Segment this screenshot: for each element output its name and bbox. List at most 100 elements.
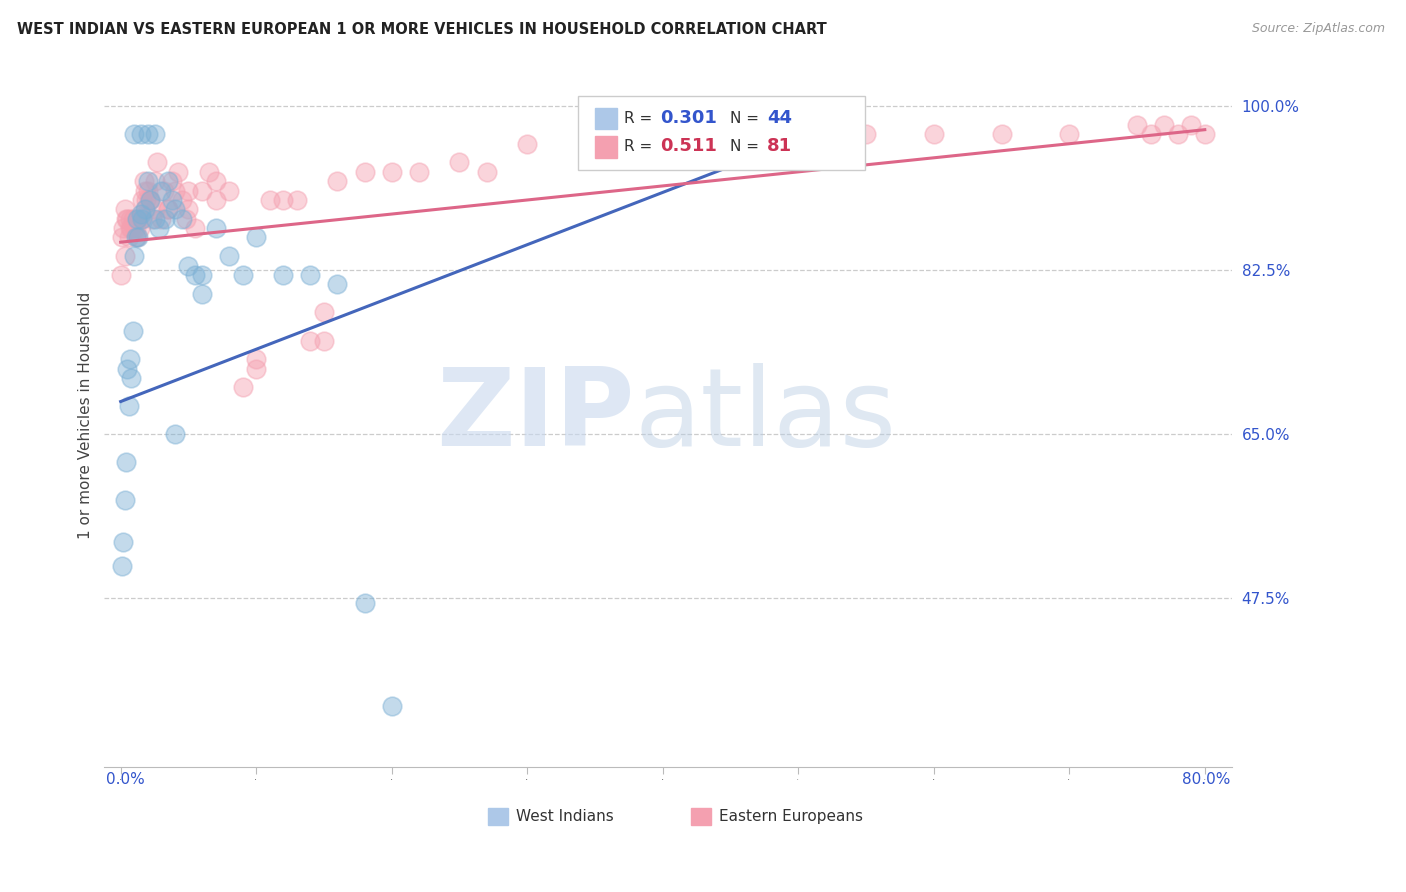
Point xyxy=(271,193,294,207)
Point xyxy=(122,221,145,235)
Point xyxy=(121,211,143,226)
Point xyxy=(1167,128,1189,142)
Point xyxy=(141,211,163,226)
Point xyxy=(174,211,197,226)
Bar xyxy=(595,136,617,158)
Bar xyxy=(595,108,617,129)
Point xyxy=(312,334,335,348)
Point xyxy=(299,334,322,348)
Point xyxy=(204,221,226,235)
Point xyxy=(136,174,159,188)
Point xyxy=(139,193,162,207)
Y-axis label: 1 or more Vehicles in Household: 1 or more Vehicles in Household xyxy=(79,292,93,540)
Point xyxy=(1139,128,1161,142)
Point xyxy=(110,268,132,282)
Bar xyxy=(488,808,508,825)
Point xyxy=(128,221,150,235)
Point xyxy=(922,128,945,142)
Point xyxy=(118,399,141,413)
Point xyxy=(381,165,404,179)
Point xyxy=(163,184,186,198)
Point xyxy=(177,184,200,198)
Point xyxy=(122,128,145,142)
Point xyxy=(134,202,156,217)
Point xyxy=(163,202,186,217)
Text: ZIP: ZIP xyxy=(436,363,634,468)
Text: 0.0%: 0.0% xyxy=(105,772,145,787)
Point xyxy=(111,558,134,573)
Point xyxy=(449,155,471,169)
Point xyxy=(204,193,226,207)
Point xyxy=(353,165,375,179)
Point xyxy=(112,535,135,549)
Text: R =: R = xyxy=(624,139,657,153)
Point xyxy=(135,193,157,207)
Point xyxy=(120,211,142,226)
Point xyxy=(191,268,214,282)
Point xyxy=(121,324,143,338)
Point xyxy=(115,455,138,469)
Text: 0.301: 0.301 xyxy=(661,109,717,128)
Point xyxy=(1126,118,1149,132)
Point xyxy=(299,268,322,282)
Point xyxy=(259,193,281,207)
Point xyxy=(111,230,134,244)
Point xyxy=(245,352,267,367)
Point xyxy=(127,211,149,226)
Point xyxy=(855,128,877,142)
Point xyxy=(990,128,1012,142)
Point xyxy=(516,136,538,151)
Point xyxy=(184,268,207,282)
Point xyxy=(583,128,606,142)
Point xyxy=(1059,128,1081,142)
Point xyxy=(115,211,138,226)
Text: 80.0%: 80.0% xyxy=(1182,772,1230,787)
Point xyxy=(157,202,180,217)
Point xyxy=(121,221,143,235)
Point xyxy=(408,165,430,179)
Point xyxy=(136,184,159,198)
Point xyxy=(114,493,136,508)
Text: 0.511: 0.511 xyxy=(661,137,717,155)
Point xyxy=(326,174,349,188)
Point xyxy=(475,165,498,179)
Point xyxy=(197,165,219,179)
Point xyxy=(679,128,702,142)
Point xyxy=(131,211,153,226)
Point xyxy=(150,184,173,198)
Point xyxy=(143,211,166,226)
Point xyxy=(204,174,226,188)
Point xyxy=(166,165,188,179)
Point xyxy=(132,174,155,188)
Point xyxy=(160,193,183,207)
Point xyxy=(153,184,176,198)
Point xyxy=(131,193,153,207)
Point xyxy=(184,221,207,235)
Point xyxy=(651,118,673,132)
FancyBboxPatch shape xyxy=(578,95,866,169)
Point xyxy=(143,174,166,188)
Text: 44: 44 xyxy=(768,109,793,128)
Point xyxy=(1153,118,1175,132)
Point xyxy=(117,211,139,226)
Point xyxy=(129,128,152,142)
Point xyxy=(124,230,146,244)
Point xyxy=(136,128,159,142)
Point xyxy=(720,128,742,142)
Point xyxy=(170,211,193,226)
Text: Eastern Europeans: Eastern Europeans xyxy=(718,809,863,824)
Point xyxy=(129,211,152,226)
Text: N =: N = xyxy=(730,111,763,126)
Point xyxy=(146,155,169,169)
Point xyxy=(312,305,335,319)
Point xyxy=(218,184,240,198)
Point xyxy=(218,249,240,263)
Text: atlas: atlas xyxy=(634,363,896,468)
Point xyxy=(353,596,375,610)
Point xyxy=(245,361,267,376)
Point xyxy=(155,211,177,226)
Text: R =: R = xyxy=(624,111,657,126)
Point xyxy=(624,128,647,142)
Point xyxy=(112,221,135,235)
Point xyxy=(125,230,148,244)
